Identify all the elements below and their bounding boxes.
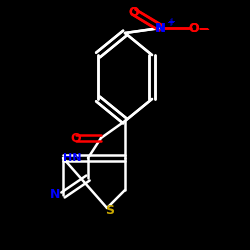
Text: O: O xyxy=(129,6,139,18)
Text: S: S xyxy=(105,204,114,217)
Text: O: O xyxy=(129,6,139,18)
Text: N: N xyxy=(156,22,166,35)
Text: +: + xyxy=(166,18,174,28)
Text: HN: HN xyxy=(63,153,82,163)
Text: N: N xyxy=(155,22,165,35)
Text: −: − xyxy=(197,22,210,37)
Text: N: N xyxy=(50,188,60,202)
Text: +: + xyxy=(167,17,175,27)
Text: O: O xyxy=(71,132,81,144)
Text: −: − xyxy=(198,22,209,36)
Text: O: O xyxy=(188,22,199,35)
Text: O: O xyxy=(188,22,199,35)
